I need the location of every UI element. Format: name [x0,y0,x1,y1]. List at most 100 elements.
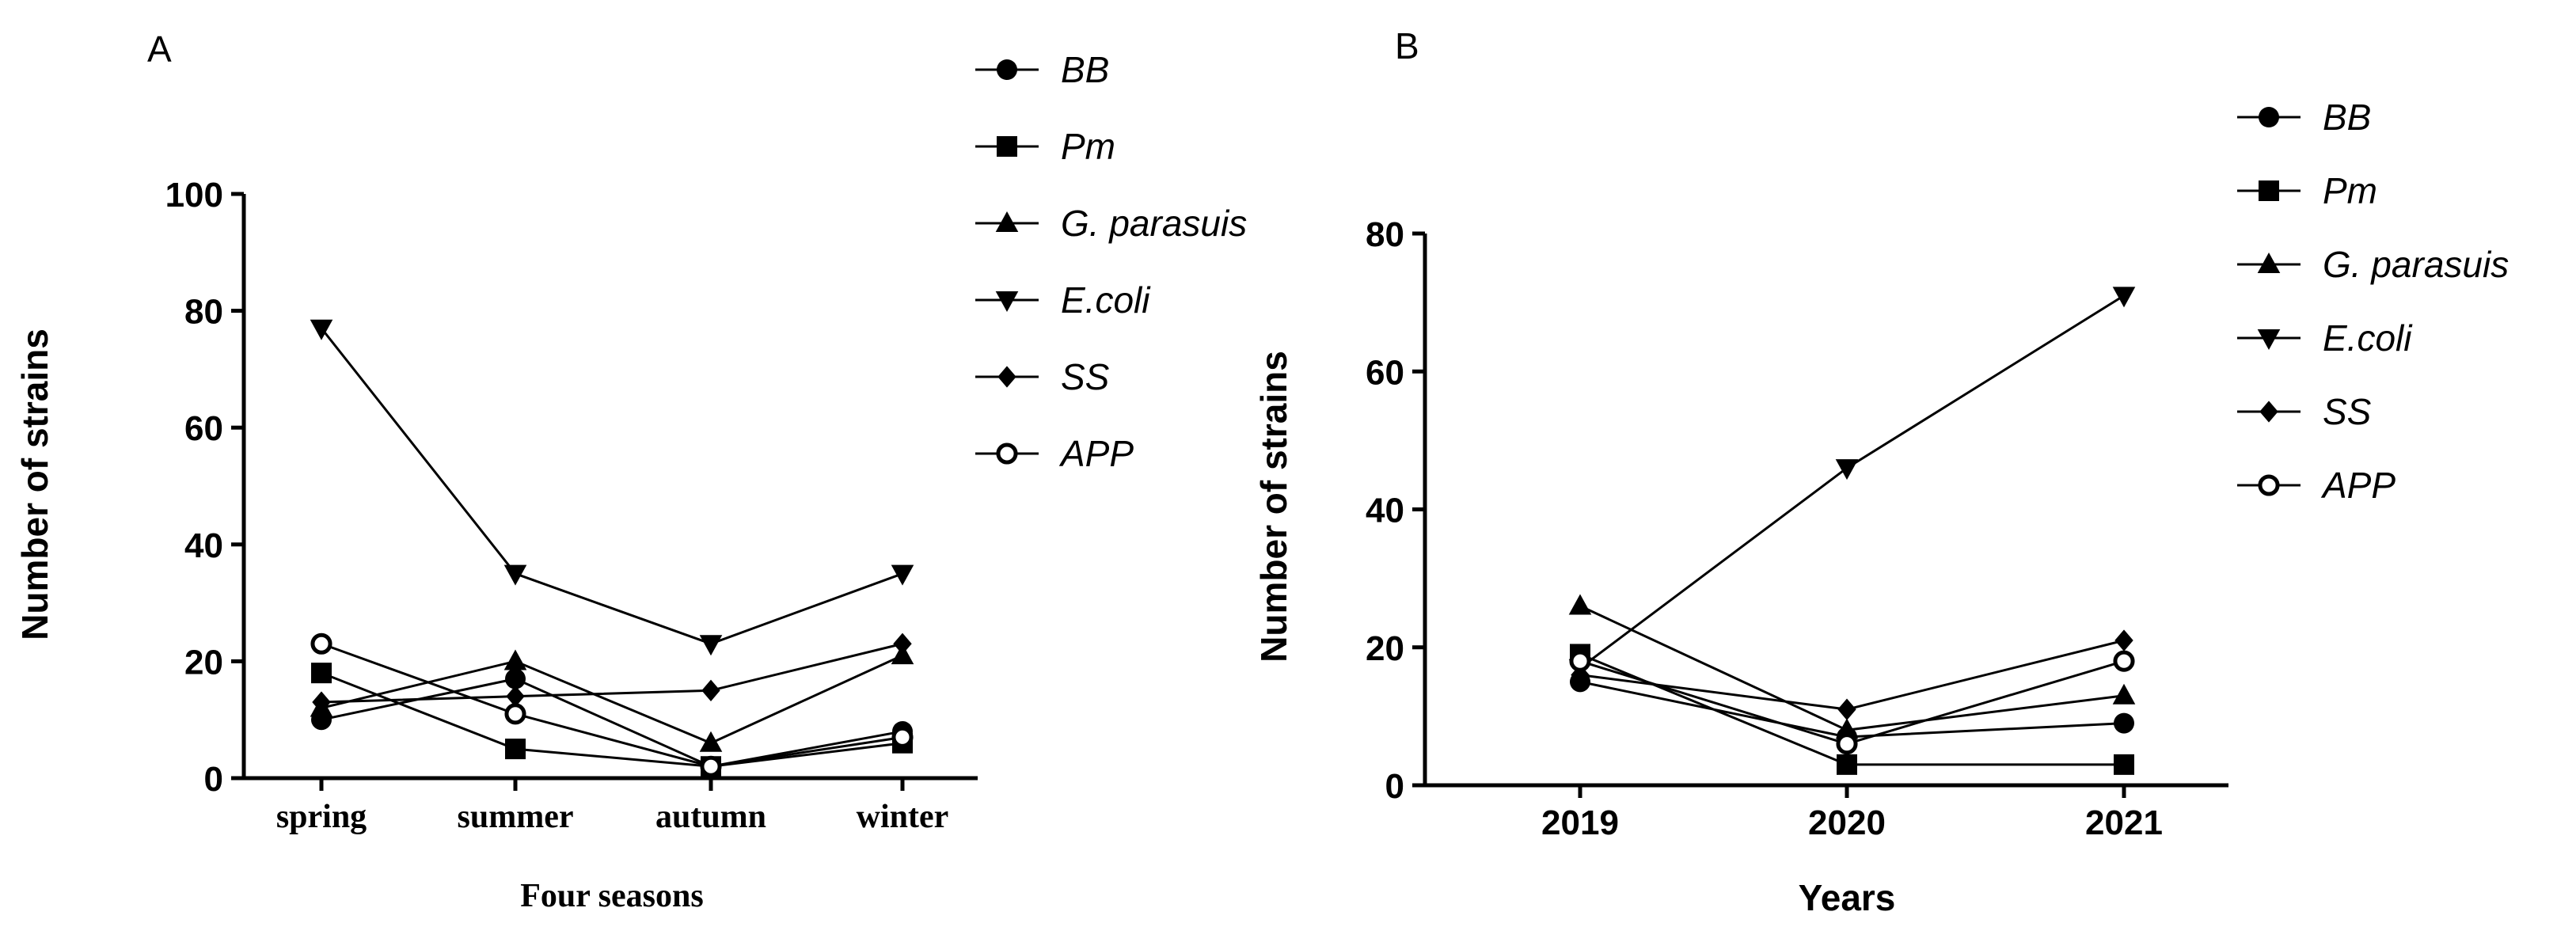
chart-a-series-g-parasuis-point-summer-shape [503,649,527,670]
chart-b-series-pm-point-2021 [2114,754,2134,775]
chart-b-series-pm-point-2021-shape [2114,754,2134,775]
chart-a-series-e-coli-point-spring-shape [310,319,333,340]
chart-b-series-e-coli-line [1579,294,2125,670]
chart-a-series-pm-point-spring-shape [311,663,332,684]
chart-b-legend-marker-pm-shape [2259,180,2279,201]
chart-b-legend-marker-g-parasuis-shape [2257,253,2281,274]
chart-b-legend-entry-ss: SS [2237,391,2372,432]
chart-a-legend-entry-app: APP [975,433,1134,474]
chart-a-y-tick-label-80: 80 [184,293,223,332]
chart-a-series-ss-point-winter [893,632,912,655]
chart-a-legend-marker-pm [997,136,1017,157]
chart-a-legend-entry-e-coli: E.coli [975,279,1151,321]
chart-b-series-pm-point-2020-shape [1837,754,1857,775]
chart-a-legend-marker-app-shape [996,443,1018,465]
panel-label-b: B [1395,25,1419,66]
chart-a-legend-marker-pm-shape [997,136,1017,157]
chart-b-series-g-parasuis-point-2020 [1835,718,1859,739]
chart-b-legend-marker-pm [2259,180,2279,201]
chart-a-series-app-point-autumn [700,755,722,777]
chart-b-series-g-parasuis-point-2021 [2112,683,2136,705]
chart-b-x-axis-title: Years [1799,877,1896,918]
chart-b-series-app-point-2020 [1836,733,1858,755]
chart-b-series-e-coli-point-2021 [2112,287,2136,308]
chart-a-series-app-point-spring [310,632,332,655]
chart-b-series-pm-point-2020 [1837,754,1857,775]
chart-a-series-e-coli-point-winter [891,564,914,586]
chart-a-legend-marker-bb [997,59,1017,80]
chart-b-legend-label-pm: Pm [2323,170,2377,211]
chart-a-series-ss-point-autumn [701,679,720,701]
chart-b-series-ss-point-2021-shape [2114,629,2133,651]
chart-a-y-tick-label-0: 0 [204,760,223,799]
chart-a-y-tick-label-100: 100 [165,176,223,215]
chart-a-series-pm-point-summer [505,739,526,760]
chart-a-series-app-point-summer-shape [504,703,526,725]
chart-a-series-e-coli-line [320,327,903,645]
chart-a-series-g-parasuis-point-autumn-shape [699,731,723,752]
chart-a-series-ss-point-autumn-shape [701,679,720,701]
chart-b-legend-label-bb: BB [2323,97,2371,138]
chart-a-legend-marker-bb-shape [997,59,1017,80]
chart-a-legend-label-pm: Pm [1061,126,1115,167]
chart-b-legend-label-e-coli: E.coli [2323,317,2413,359]
chart-a-x-tick-label-spring: spring [276,799,367,835]
chart-a-series-ss-point-spring [312,691,331,713]
chart-b-legend-entry-bb: BB [2237,97,2371,138]
chart-a-series-g-parasuis-line [321,654,903,745]
chart-a-series-g-parasuis-point-summer [503,649,527,670]
chart-b-legend-entry-pm: Pm [2237,170,2377,211]
chart-b-series-bb-point-2021 [2114,712,2134,734]
chart-a-series-pm-line [321,671,903,768]
chart-b-x-tick-label-2021: 2021 [2085,803,2163,842]
chart-a-x-tick-label-autumn: autumn [655,799,766,835]
chart-b-legend-label-g-parasuis: G. parasuis [2323,244,2509,285]
chart-a-series-g-parasuis-point-autumn [699,731,723,752]
chart-b-legend-label-ss: SS [2323,391,2372,432]
chart-a-series-ss-point-summer [506,686,525,708]
chart-a-legend-label-e-coli: E.coli [1061,279,1151,321]
chart-a-x-tick-label-winter: winter [857,799,949,835]
chart-b-x-tick-label-2020: 2020 [1808,803,1886,842]
chart-a-series-bb-point-summer-shape [505,668,526,689]
chart-a-legend-marker-ss [997,366,1016,388]
chart-b-legend-marker-e-coli-shape [2257,329,2281,350]
chart-a-series-e-coli-point-spring [310,319,333,340]
chart-b-series-g-parasuis-point-2021-shape [2112,683,2136,705]
chart-b-legend-entry-app: APP [2237,465,2396,506]
chart-a-legend-entry-ss: SS [975,356,1110,397]
chart-a-series-ss-point-summer-shape [506,686,525,708]
chart-b-plot: 0 20 40 60 80 2019 2020 2021 BB Pm G. parasuis E.co… [1366,97,2509,842]
chart-a-series-ss-line [321,642,903,704]
chart-a-series-app-point-winter-shape [891,726,914,748]
chart-b-legend-entry-e-coli: E.coli [2237,317,2413,359]
chart-a-series-ss-point-winter-shape [893,632,912,655]
chart-a-legend-label-bb: BB [1061,49,1109,90]
chart-b-legend-marker-e-coli [2257,329,2281,350]
chart-b-legend-label-app: APP [2320,465,2396,506]
chart-b-series-ss-point-2020-shape [1837,698,1856,720]
chart-b-x-tick-label-2019: 2019 [1541,803,1619,842]
chart-a-legend-marker-g-parasuis-shape [995,211,1019,233]
chart-b-y-tick-label-60: 60 [1366,353,1404,392]
chart-a-series-pm-point-spring [311,663,332,684]
chart-a-series-ss-point-spring-shape [312,691,331,713]
chart-a-y-tick-label-40: 40 [184,526,223,565]
chart-b-series-g-parasuis-point-2020-shape [1835,718,1859,739]
chart-b-legend-entry-g-parasuis: G. parasuis [2237,244,2509,285]
chart-a-series-pm-point-summer-shape [505,739,526,760]
chart-a-y-tick-label-20: 20 [184,643,223,682]
chart-a-series-e-coli-point-summer [503,564,527,586]
chart-b-series-bb-point-2021-shape [2114,712,2134,734]
chart-a-series-bb-point-summer [505,668,526,689]
chart-b-series-app-point-2019-shape [1569,650,1591,672]
chart-b-y-tick-label-20: 20 [1366,629,1404,668]
chart-b-legend-marker-ss-shape [2259,401,2278,423]
chart-b-series-e-coli-point-2021-shape [2112,287,2136,308]
chart-a-series-app-line [321,642,903,768]
chart-b-legend-marker-app [2258,474,2280,496]
chart-a-series-app-point-summer [504,703,526,725]
chart-b-series-e-coli-point-2020-shape [1835,459,1859,480]
chart-a-legend-label-ss: SS [1061,356,1110,397]
